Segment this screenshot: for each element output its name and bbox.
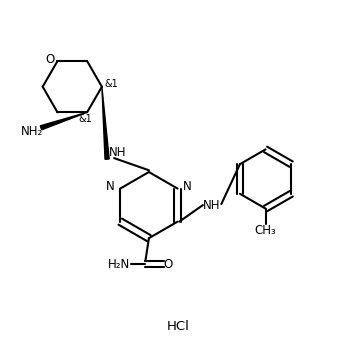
Text: NH: NH [203, 199, 220, 212]
Text: HCl: HCl [167, 320, 190, 333]
Text: &1: &1 [79, 114, 92, 124]
Text: NH₂: NH₂ [21, 125, 43, 139]
Text: NH: NH [109, 146, 126, 159]
Text: &1: &1 [105, 79, 119, 89]
Text: N: N [183, 180, 192, 193]
Text: H₂N: H₂N [108, 258, 130, 271]
Text: O: O [164, 258, 173, 271]
Text: N: N [106, 180, 115, 193]
Polygon shape [102, 87, 109, 159]
Polygon shape [40, 112, 87, 130]
Text: O: O [45, 53, 55, 66]
Text: CH₃: CH₃ [255, 224, 276, 237]
